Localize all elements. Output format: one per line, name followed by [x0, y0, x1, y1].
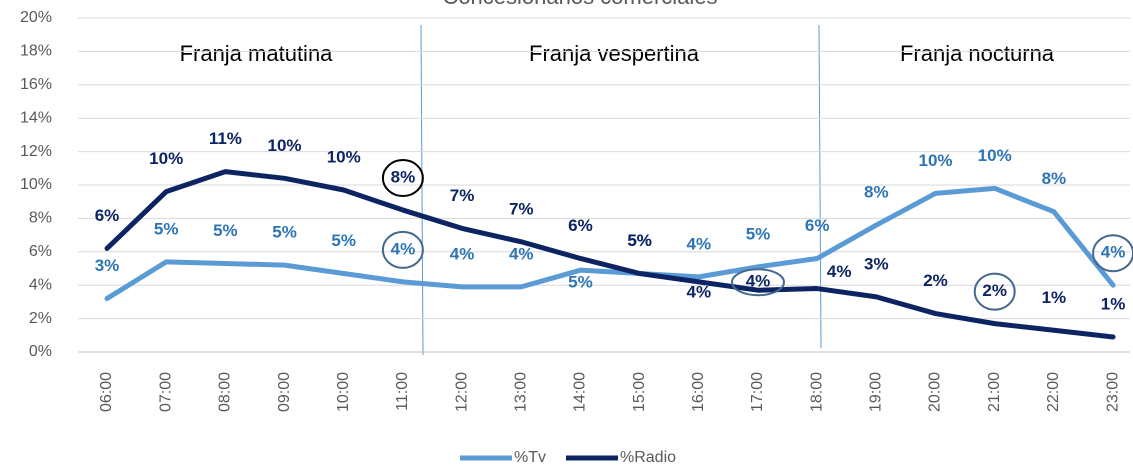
x-tick-label: 11:00: [394, 372, 411, 411]
line: [104, 169, 1116, 340]
highlight-circle: [1092, 234, 1133, 273]
data-label: 5%: [627, 231, 652, 250]
data-label: 6%: [568, 216, 593, 235]
data-label: 1%: [1042, 288, 1067, 307]
data-label: 10%: [149, 149, 183, 168]
data-label: 4%: [746, 272, 771, 291]
data-label: 10%: [919, 151, 953, 170]
data-label: 1%: [1101, 294, 1126, 313]
data-label: 6%: [805, 216, 830, 235]
x-tick-label: 09:00: [276, 372, 293, 412]
x-tick-label: 06:00: [98, 372, 115, 412]
highlight-circle: [381, 159, 424, 198]
annotation: Franja matutina: [180, 41, 334, 66]
y-tick-label: 20%: [20, 9, 52, 26]
data-label: 6%: [95, 206, 120, 225]
data-label: 10%: [978, 146, 1012, 165]
data-label: 2%: [982, 281, 1007, 300]
highlight-circle: [381, 230, 424, 269]
x-tick-label: 23:00: [1104, 372, 1121, 412]
data-label: 7%: [450, 186, 475, 205]
separator: [420, 24, 424, 356]
x-tick-label: 21:00: [986, 372, 1003, 412]
highlight-circle: [973, 272, 1016, 311]
data-label: 8%: [864, 183, 889, 202]
y-tick-label: 6%: [29, 243, 52, 260]
data-label: 8%: [1042, 169, 1067, 188]
separator: [818, 24, 822, 349]
x-tick-label: 16:00: [690, 372, 707, 412]
data-label: 5%: [213, 221, 238, 240]
data-label: 5%: [627, 231, 652, 250]
x-tick-label: 17:00: [749, 372, 766, 412]
y-tick-label: 2%: [29, 310, 52, 327]
x-tick-label: 18:00: [808, 372, 825, 412]
x-tick-label: 19:00: [868, 372, 885, 412]
data-label: 11%: [209, 129, 242, 148]
data-label: 4%: [391, 239, 416, 258]
data-label: 5%: [568, 273, 593, 292]
data-label: 10%: [268, 136, 302, 155]
data-label: 4%: [827, 262, 852, 281]
highlight-circle: [730, 268, 785, 297]
data-label: 4%: [687, 234, 712, 253]
data-label: 10%: [327, 147, 361, 166]
x-tick-label: 14:00: [572, 372, 589, 412]
x-tick-label: 08:00: [217, 372, 234, 412]
annotation: Franja vespertina: [529, 41, 700, 66]
x-tick-label: 13:00: [512, 372, 529, 412]
data-label: 5%: [272, 223, 297, 242]
annotation: Franja nocturna: [900, 41, 1055, 66]
y-tick-label: 8%: [29, 210, 52, 227]
y-tick-label: 0%: [29, 343, 52, 360]
data-label: 4%: [450, 244, 475, 263]
x-tick-label: 15:00: [631, 372, 648, 412]
data-label: 8%: [391, 168, 416, 187]
line: [104, 185, 1116, 302]
x-tick-label: 20:00: [927, 372, 944, 412]
data-label: 5%: [154, 219, 179, 238]
x-tick-label: 10:00: [335, 372, 352, 412]
x-tick-label: 12:00: [453, 372, 470, 412]
data-label: 3%: [95, 256, 120, 275]
y-tick-label: 18%: [20, 43, 52, 60]
y-tick-label: 10%: [20, 176, 52, 193]
y-tick-label: 12%: [20, 143, 52, 160]
data-label: 4%: [1101, 243, 1126, 262]
data-label: 4%: [509, 244, 534, 263]
x-tick-label: 07:00: [157, 372, 174, 412]
data-label: 5%: [746, 224, 771, 243]
data-label: 5%: [331, 231, 356, 250]
data-label: 7%: [509, 199, 534, 218]
legend-label: %Radio: [620, 449, 676, 466]
legend-label: %Tv: [514, 449, 546, 466]
chart-title: Concesionarios comerciales: [442, 0, 717, 9]
y-tick-label: 16%: [20, 76, 52, 93]
y-tick-label: 14%: [20, 109, 52, 126]
x-tick-label: 22:00: [1045, 372, 1062, 412]
data-label: 2%: [923, 271, 948, 290]
y-tick-label: 4%: [29, 276, 52, 293]
data-label: 3%: [864, 254, 889, 273]
data-label: 4%: [687, 282, 712, 301]
